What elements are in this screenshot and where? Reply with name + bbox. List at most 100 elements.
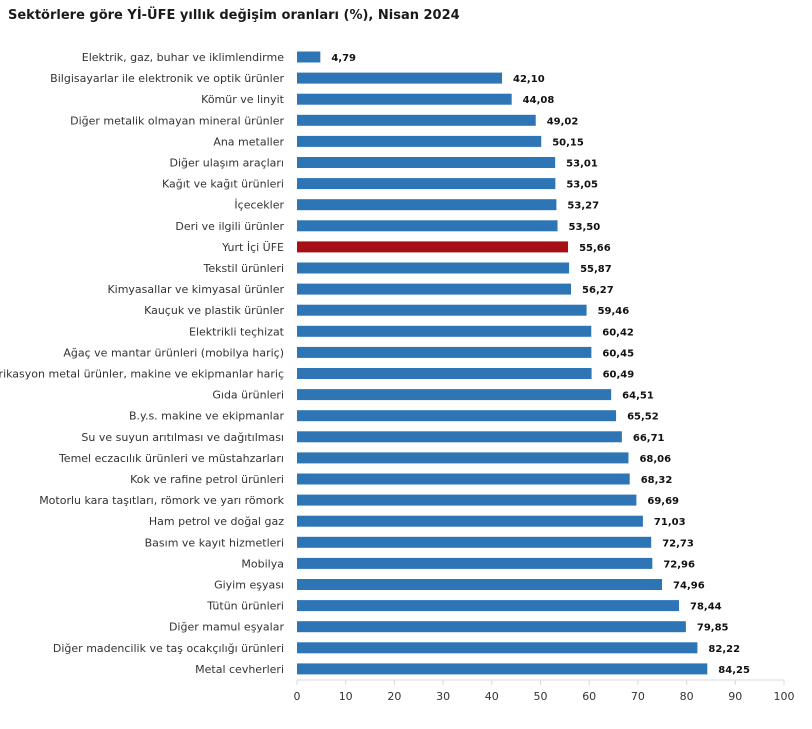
category-label: İçecekler (234, 199, 284, 212)
category-label: Tekstil ürünleri (203, 262, 284, 275)
x-tick-label: 80 (680, 690, 694, 703)
highlight-bar (297, 241, 569, 253)
category-label: Diğer ulaşım araçları (170, 157, 285, 170)
bar (297, 199, 557, 211)
x-tick-label: 60 (582, 690, 596, 703)
data-label: 68,06 (639, 454, 671, 465)
category-label: Temel eczacılık ürünleri ve müstahzarlar… (58, 452, 284, 465)
data-label: 53,05 (566, 180, 598, 191)
data-label: 55,87 (580, 264, 612, 275)
data-label: 71,03 (654, 517, 686, 528)
category-label: Metal cevherleri (195, 663, 284, 676)
category-label: Mobilya (241, 557, 284, 570)
category-label: Kok ve rafine petrol ürünleri (130, 473, 284, 486)
category-label: Ağaç ve mantar ürünleri (mobilya hariç) (63, 346, 284, 359)
data-label: 60,45 (602, 348, 634, 359)
data-label: 56,27 (582, 285, 614, 296)
bar (297, 135, 542, 147)
x-tick-label: 20 (387, 690, 401, 703)
data-label: 50,15 (552, 137, 584, 148)
category-label: Su ve suyun arıtılması ve dağıtılması (81, 431, 284, 444)
data-label: 53,01 (566, 159, 598, 170)
bar (297, 220, 558, 232)
bar (297, 431, 622, 443)
category-label: Diğer metalik olmayan mineral ürünler (70, 114, 284, 127)
category-label: Fabrikasyon metal ürünler, makine ve eki… (0, 368, 284, 381)
data-label: 60,42 (602, 327, 634, 338)
bar (297, 515, 643, 527)
category-label: Diğer madencilik ve taş ocakçılığı ürünl… (53, 642, 284, 655)
x-axis: 0 10 20 30 40 50 60 70 80 90 100 (294, 679, 795, 703)
bar (297, 663, 708, 675)
category-label: Elektrik, gaz, buhar ve iklimlendirme (82, 51, 284, 64)
bar (297, 621, 686, 633)
category-label: Kimyasallar ve kimyasal ürünler (107, 283, 284, 296)
category-label: B.y.s. makine ve ekipmanlar (129, 410, 284, 423)
category-label: Kömür ve linyit (201, 93, 285, 106)
bars-layer: Elektrik, gaz, buhar ve iklimlendirme 4,7… (0, 51, 750, 676)
bar (297, 410, 617, 422)
bar (297, 473, 630, 485)
data-label: 72,96 (663, 559, 695, 570)
data-label: 4,79 (331, 53, 356, 64)
data-label: 64,51 (622, 391, 654, 402)
x-tick-label: 10 (339, 690, 353, 703)
category-label: Basım ve kayıt hizmetleri (145, 536, 284, 549)
data-label: 55,66 (579, 243, 611, 254)
x-tick-label: 30 (436, 690, 450, 703)
data-label: 49,02 (547, 116, 579, 127)
bar (297, 114, 536, 126)
data-label: 82,22 (708, 644, 740, 655)
x-tick-label: 90 (728, 690, 742, 703)
data-label: 42,10 (513, 74, 545, 85)
category-label: Motorlu kara taşıtları, römork ve yarı r… (39, 494, 284, 507)
data-label: 78,44 (690, 602, 722, 613)
x-tick-label: 50 (534, 690, 548, 703)
bar (297, 304, 587, 316)
category-label: Kağıt ve kağıt ürünleri (162, 178, 284, 191)
data-label: 65,52 (627, 412, 659, 423)
data-label: 60,49 (603, 370, 635, 381)
category-label: Elektrikli teçhizat (189, 325, 285, 338)
category-label: Deri ve ilgili ürünler (175, 220, 284, 233)
chart-title: Sektörlere göre Yİ-ÜFE yıllık değişim or… (8, 8, 460, 23)
x-tick-label: 70 (631, 690, 645, 703)
data-label: 66,71 (633, 433, 665, 444)
bar (297, 389, 612, 401)
data-label: 53,27 (567, 201, 599, 212)
x-tick-label: 0 (294, 690, 301, 703)
bar (297, 579, 663, 590)
x-tick-label: 100 (774, 690, 795, 703)
bar (297, 325, 592, 337)
data-label: 74,96 (673, 581, 705, 592)
bar (297, 72, 503, 84)
category-label: Kauçuk ve plastik ürünler (144, 304, 284, 317)
data-label: 69,69 (647, 496, 679, 507)
bar (297, 536, 652, 548)
x-tick-label: 40 (485, 690, 499, 703)
bar (297, 262, 570, 274)
category-label: Tütün ürünleri (206, 600, 284, 613)
category-label: Gıda ürünleri (212, 389, 284, 402)
bar (297, 157, 556, 168)
category-label: Ham petrol ve doğal gaz (149, 515, 284, 528)
bar (297, 51, 321, 63)
category-label: Yurt İçi ÜFE (221, 241, 284, 254)
data-label: 53,50 (569, 222, 601, 233)
bar (297, 600, 680, 612)
bar (297, 452, 629, 464)
category-label: Ana metaller (213, 135, 284, 148)
category-label: Bilgisayarlar ile elektronik ve optik ür… (50, 72, 284, 85)
bar (297, 346, 592, 358)
data-label: 44,08 (523, 95, 555, 106)
data-label: 79,85 (697, 623, 729, 634)
data-label: 59,46 (598, 306, 630, 317)
bar (297, 368, 592, 379)
bar (297, 93, 512, 105)
bar (297, 178, 556, 190)
data-label: 68,32 (641, 475, 673, 486)
category-label: Giyim eşyası (214, 579, 284, 592)
bar (297, 283, 572, 295)
